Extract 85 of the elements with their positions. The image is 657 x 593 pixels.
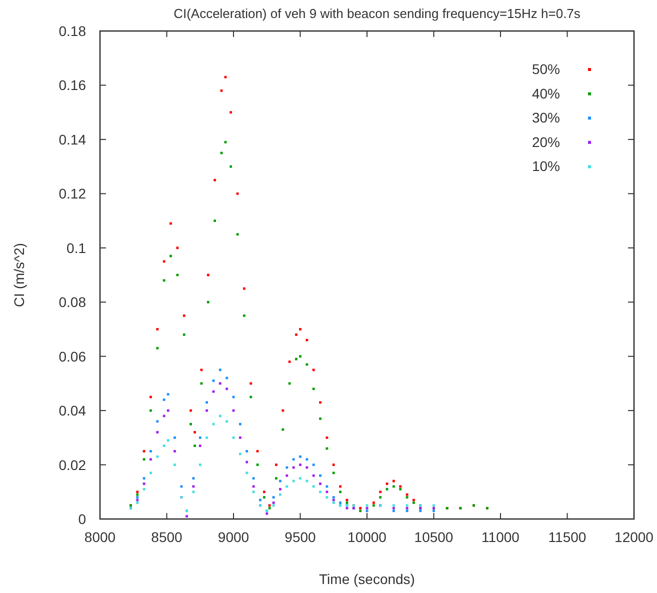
legend-label: 20% xyxy=(532,134,560,150)
point xyxy=(359,510,362,512)
point xyxy=(226,388,228,390)
point xyxy=(379,490,382,494)
point xyxy=(230,111,232,114)
y-tick-label: 0.08 xyxy=(58,294,86,310)
x-tick-label: 10500 xyxy=(414,529,454,545)
y-axis-title: CI (m/s^2) xyxy=(11,242,27,308)
point xyxy=(166,409,170,412)
y-tick-label: 0.04 xyxy=(58,402,86,419)
point xyxy=(306,338,308,342)
point xyxy=(142,458,146,461)
point xyxy=(312,388,315,390)
point xyxy=(372,504,375,507)
y-tick-label: 0.18 xyxy=(58,23,86,39)
x-tick-label: 11000 xyxy=(482,529,520,545)
point xyxy=(306,458,308,461)
point xyxy=(406,506,408,510)
point xyxy=(379,496,382,499)
y-tick-label: 0.12 xyxy=(58,186,86,202)
point xyxy=(218,382,222,385)
point xyxy=(266,512,268,515)
chart-title: CI(Acceleration) of veh 9 with beacon sending frequency=15Hz h=0.7s xyxy=(174,6,581,21)
x-tick-label: 12000 xyxy=(614,529,654,545)
point xyxy=(272,496,275,499)
legend-label: 10% xyxy=(532,158,560,174)
point xyxy=(198,436,202,439)
x-tick-label: 9000 xyxy=(218,529,250,545)
point xyxy=(182,333,186,336)
point xyxy=(246,460,248,464)
point xyxy=(359,506,362,510)
y-tick-label: 0.06 xyxy=(58,348,86,364)
point xyxy=(406,510,408,512)
x-tick-label: 9500 xyxy=(284,529,316,545)
point xyxy=(332,472,335,474)
point xyxy=(406,504,408,507)
point xyxy=(250,382,252,385)
point xyxy=(242,314,246,317)
point xyxy=(246,472,248,474)
point xyxy=(238,452,242,456)
point xyxy=(218,368,222,372)
point xyxy=(226,420,228,423)
point xyxy=(406,496,408,499)
x-tick-label: 8000 xyxy=(84,529,116,545)
y-tick-label: 0.02 xyxy=(58,456,86,473)
y-tick-label: 0.1 xyxy=(66,240,86,256)
point xyxy=(206,300,210,304)
point xyxy=(238,422,242,426)
point xyxy=(166,439,170,442)
point xyxy=(312,368,315,372)
x-tick-label: 11500 xyxy=(548,529,586,545)
x-tick-label: 8500 xyxy=(151,529,183,545)
legend-label: 40% xyxy=(532,85,560,102)
point xyxy=(142,477,146,480)
point xyxy=(136,496,139,499)
x-tick-label: 10000 xyxy=(348,529,387,545)
point xyxy=(286,474,288,477)
point xyxy=(292,458,295,461)
x-axis-title: Time (seconds) xyxy=(319,571,415,587)
y-tick-label: 0 xyxy=(78,511,86,527)
point xyxy=(182,314,186,317)
point xyxy=(399,488,402,490)
point xyxy=(162,279,166,282)
point xyxy=(156,420,159,423)
point xyxy=(242,287,246,290)
y-tick-label: 0.14 xyxy=(58,131,86,148)
point xyxy=(162,260,166,263)
point xyxy=(419,510,422,512)
y-tick-label: 0.16 xyxy=(58,77,86,94)
legend-label: 30% xyxy=(532,110,560,126)
point xyxy=(312,474,315,477)
point xyxy=(282,409,284,412)
point xyxy=(230,165,232,168)
point xyxy=(214,178,216,182)
legend-label: 50% xyxy=(532,61,560,77)
point xyxy=(406,493,408,496)
point xyxy=(142,488,146,490)
point xyxy=(176,246,179,250)
point xyxy=(136,490,139,494)
point xyxy=(238,436,242,439)
point xyxy=(288,382,291,385)
point xyxy=(272,504,275,507)
point xyxy=(156,455,159,458)
point xyxy=(332,496,335,499)
point xyxy=(136,493,139,496)
